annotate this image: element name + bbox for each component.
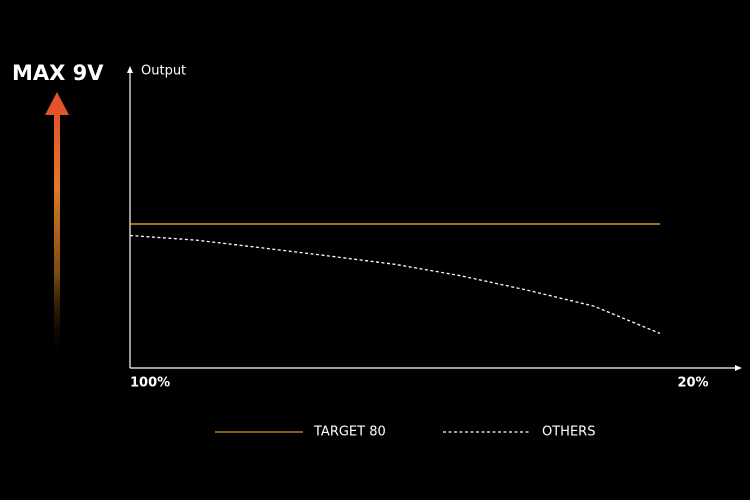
arrow-head <box>45 92 69 115</box>
legend-label: TARGET 80 <box>313 425 386 440</box>
y-axis-label: Output <box>141 64 186 79</box>
y-axis-arrow <box>127 66 133 73</box>
arrow-shaft <box>54 112 60 362</box>
legend-label: OTHERS <box>542 425 595 440</box>
x-tick-label: 100% <box>130 376 170 391</box>
x-axis-arrow <box>735 365 742 371</box>
x-tick-label: 20% <box>677 376 708 391</box>
badge: MAX 9V <box>12 61 104 85</box>
series-line <box>129 234 661 335</box>
